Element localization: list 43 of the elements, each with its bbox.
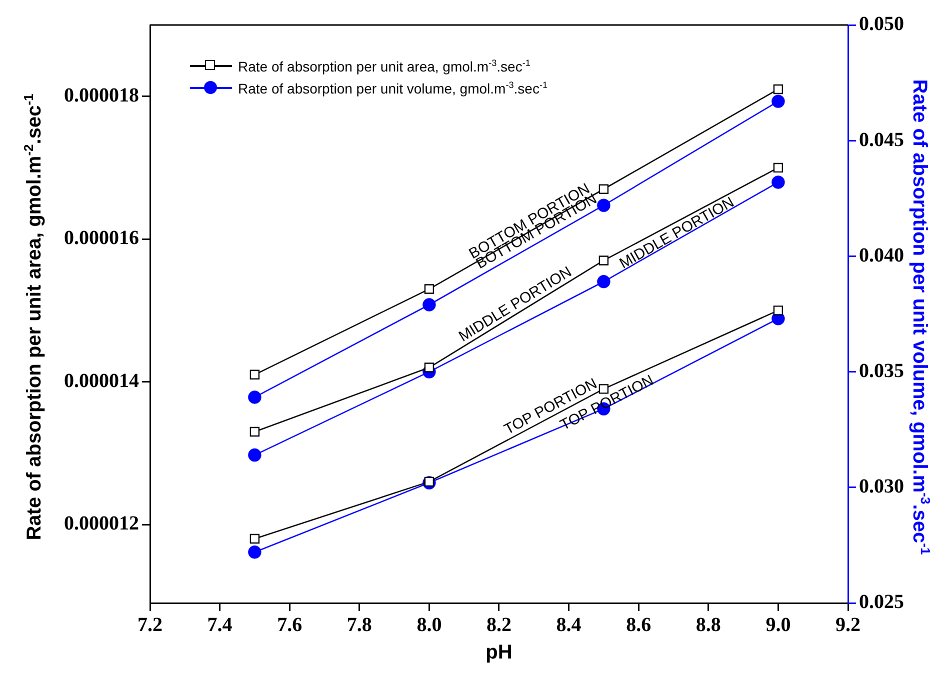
point [773, 84, 784, 94]
point [773, 306, 784, 316]
point [597, 275, 610, 288]
point [772, 176, 785, 189]
y-tick-label: 0.000014 [64, 370, 139, 392]
point [597, 198, 610, 212]
point [248, 448, 262, 462]
legend-label: Rate of absorption per unit area, gmol.m$^{-3}$.sec$^{-1}$ [238, 58, 530, 74]
x-tick-label: 7.2 [138, 614, 162, 636]
x-tick-label: 8.6 [626, 614, 652, 636]
x-tick-label: 8.2 [486, 614, 512, 636]
x-tick-label: 9.2 [836, 614, 860, 636]
legend-label: Rate of absorption per unit volume, gmol.m$^{-3}$.sec$^{-1}$ [238, 80, 548, 96]
point [248, 546, 262, 559]
point [424, 284, 434, 294]
point [250, 534, 260, 544]
point [773, 162, 784, 173]
x-axis-title: pH [486, 642, 512, 664]
x-tick-label: 7.8 [346, 614, 372, 636]
point [422, 298, 436, 312]
x-tick-label: 8.8 [696, 614, 721, 636]
x-tick-label: 7.6 [277, 614, 302, 636]
x-tick-label: 8.0 [416, 614, 442, 636]
x-tick-label: 8.4 [556, 614, 582, 636]
point [250, 426, 260, 437]
y2-tick-label: 0.025 [859, 591, 904, 614]
y2-tick-label: 0.040 [859, 244, 904, 266]
y-tick-label: 0.000018 [64, 84, 139, 107]
point [250, 370, 260, 380]
point [598, 184, 609, 194]
point [772, 94, 785, 108]
y2-tick-label: 0.030 [859, 476, 904, 498]
y2-tick-label: 0.035 [859, 360, 904, 382]
point [598, 256, 609, 266]
x-tick-label: 7.4 [207, 614, 232, 636]
y2-tick-label: 0.050 [859, 13, 904, 36]
y2-tick-label: 0.045 [859, 128, 904, 151]
y-tick-label: 0.000016 [64, 227, 139, 250]
y-tick-label: 0.000012 [64, 512, 139, 535]
point [424, 476, 434, 487]
point [424, 362, 434, 372]
x-tick-label: 9.0 [766, 614, 791, 636]
point [248, 390, 262, 404]
